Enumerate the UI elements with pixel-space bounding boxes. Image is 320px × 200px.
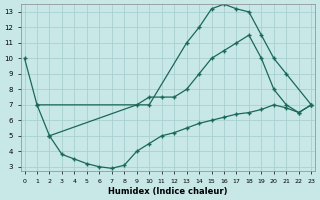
X-axis label: Humidex (Indice chaleur): Humidex (Indice chaleur)	[108, 187, 228, 196]
